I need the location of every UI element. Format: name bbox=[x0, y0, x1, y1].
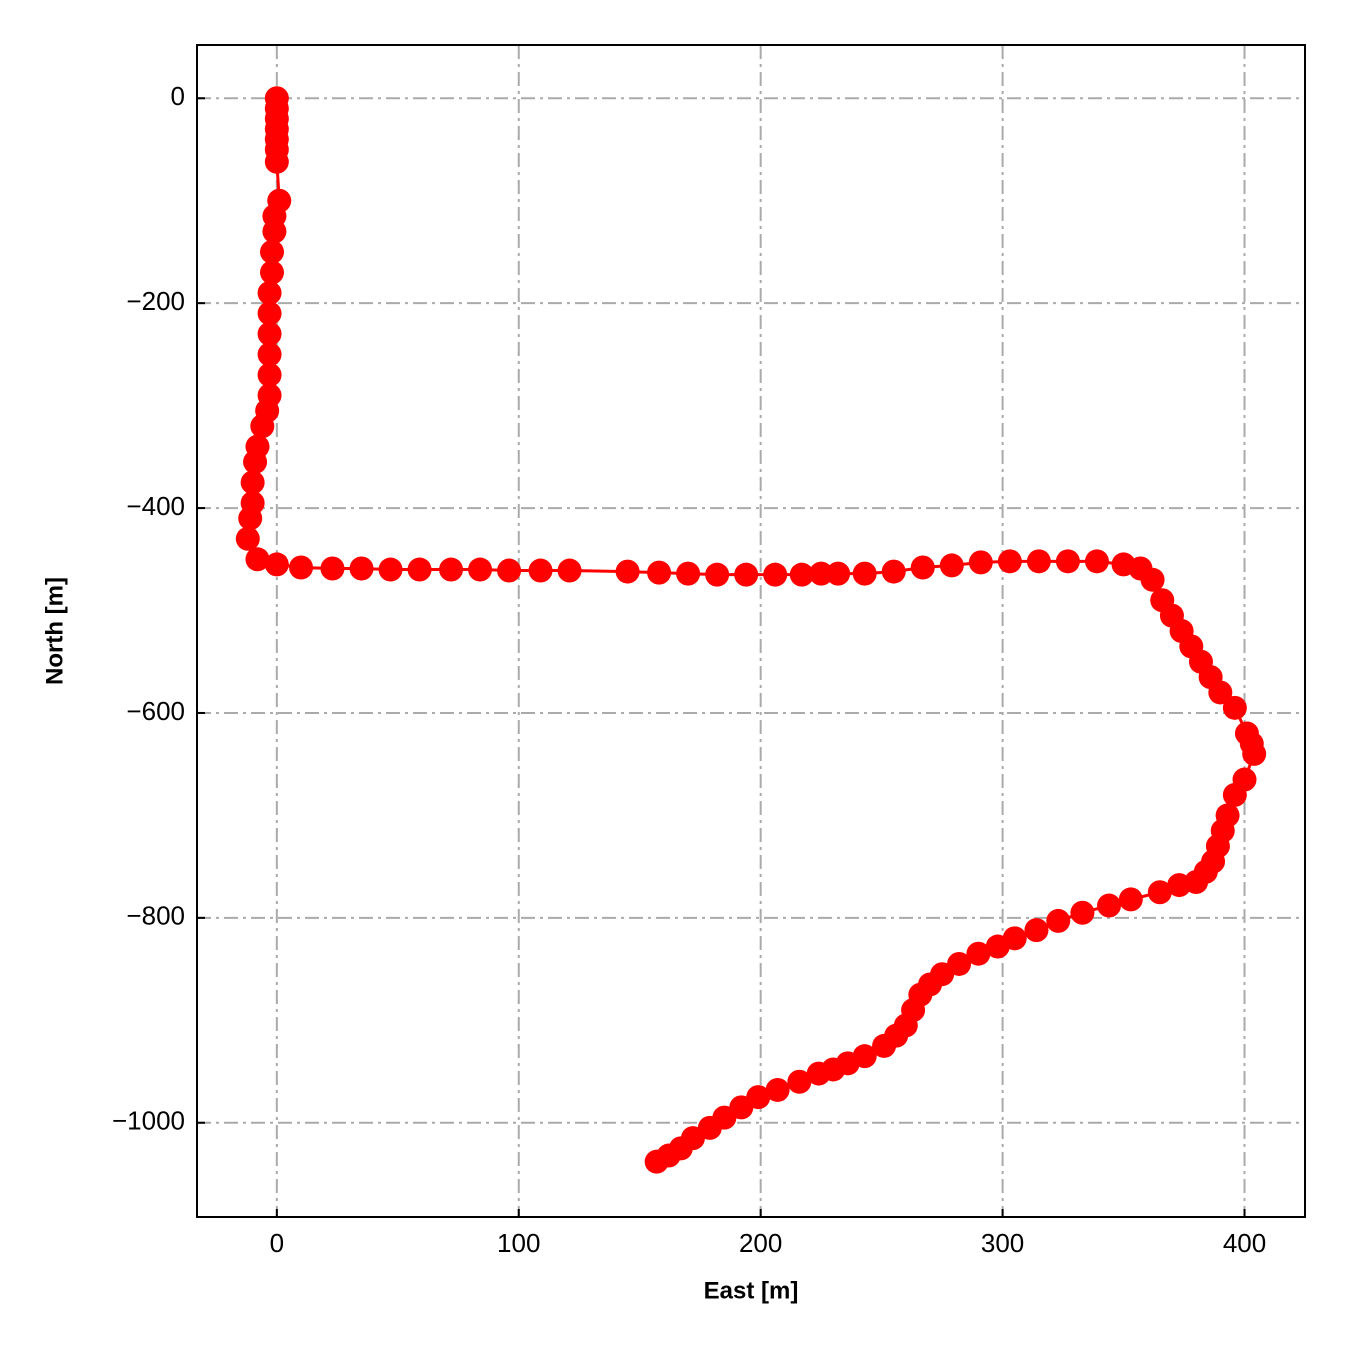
point bbox=[1026, 549, 1051, 574]
point bbox=[245, 547, 270, 572]
point bbox=[235, 526, 260, 551]
point bbox=[257, 301, 282, 326]
point bbox=[349, 556, 374, 581]
point bbox=[557, 558, 582, 583]
point bbox=[407, 557, 432, 582]
y-tick-label: −400 bbox=[126, 491, 185, 521]
y-tick-label: −1000 bbox=[112, 1106, 185, 1136]
point bbox=[1147, 880, 1172, 905]
point bbox=[257, 321, 282, 346]
point bbox=[1084, 549, 1109, 574]
point bbox=[787, 1069, 812, 1094]
point bbox=[468, 557, 493, 582]
point bbox=[997, 549, 1022, 574]
point bbox=[1242, 741, 1267, 766]
y-tick-label: −200 bbox=[126, 286, 185, 316]
point bbox=[243, 449, 268, 474]
point bbox=[289, 555, 314, 580]
point bbox=[259, 239, 284, 264]
point bbox=[1046, 908, 1071, 933]
point bbox=[1118, 887, 1143, 912]
point bbox=[968, 550, 993, 575]
point bbox=[826, 561, 851, 586]
point bbox=[1024, 918, 1049, 943]
point bbox=[264, 149, 289, 174]
point bbox=[765, 1077, 790, 1102]
point bbox=[966, 941, 991, 966]
y-tick-label: −800 bbox=[126, 901, 185, 931]
point bbox=[497, 558, 522, 583]
point bbox=[238, 506, 263, 531]
point bbox=[378, 557, 403, 582]
point bbox=[615, 559, 640, 584]
point bbox=[264, 552, 289, 577]
point bbox=[852, 561, 877, 586]
point bbox=[1055, 549, 1080, 574]
x-tick-label: 200 bbox=[739, 1228, 782, 1258]
point bbox=[806, 1061, 831, 1086]
x-tick-label: 0 bbox=[270, 1228, 284, 1258]
trajectory-line bbox=[246, 98, 1256, 1164]
point bbox=[734, 562, 759, 587]
point bbox=[259, 260, 284, 285]
point bbox=[439, 557, 464, 582]
point bbox=[1097, 893, 1122, 918]
y-tick-label: −600 bbox=[126, 696, 185, 726]
point bbox=[1140, 567, 1165, 592]
point bbox=[644, 1149, 669, 1174]
point bbox=[985, 934, 1010, 959]
point bbox=[910, 555, 935, 580]
point bbox=[250, 414, 275, 439]
point bbox=[676, 561, 701, 586]
point bbox=[257, 362, 282, 387]
point bbox=[240, 470, 265, 495]
point bbox=[320, 556, 345, 581]
point bbox=[1167, 873, 1192, 898]
point bbox=[705, 562, 730, 587]
y-axis-label: North [m] bbox=[41, 577, 68, 685]
point bbox=[257, 342, 282, 367]
point bbox=[262, 219, 287, 244]
point bbox=[1222, 695, 1247, 720]
point bbox=[872, 1033, 897, 1058]
point bbox=[939, 553, 964, 578]
plot-frame bbox=[196, 44, 1306, 1218]
y-tick-label: 0 bbox=[171, 81, 185, 111]
point bbox=[647, 560, 672, 585]
x-tick-label: 400 bbox=[1223, 1228, 1266, 1258]
point bbox=[1222, 782, 1247, 807]
point bbox=[763, 562, 788, 587]
x-axis-label: East [m] bbox=[704, 1277, 799, 1304]
x-tick-label: 100 bbox=[497, 1228, 540, 1258]
point bbox=[1208, 680, 1233, 705]
point bbox=[789, 562, 814, 587]
point bbox=[881, 559, 906, 584]
x-tick-label: 300 bbox=[981, 1228, 1024, 1258]
point bbox=[1070, 900, 1095, 925]
point bbox=[809, 561, 834, 586]
point bbox=[528, 558, 553, 583]
point bbox=[257, 280, 282, 305]
